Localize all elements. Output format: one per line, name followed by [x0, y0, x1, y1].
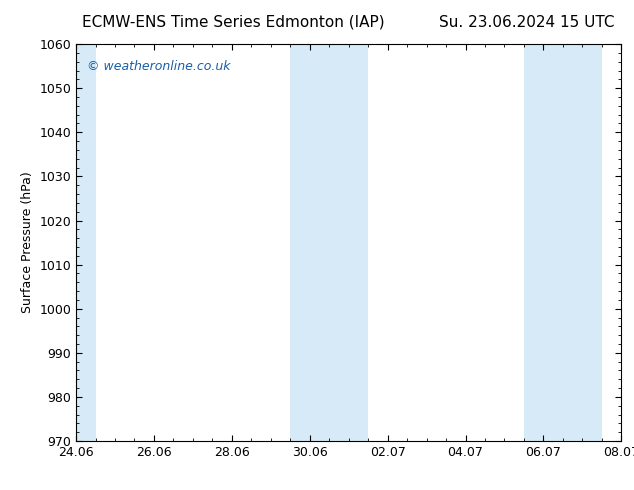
Bar	[76, 44, 96, 441]
Text: Su. 23.06.2024 15 UTC: Su. 23.06.2024 15 UTC	[439, 15, 615, 29]
Y-axis label: Surface Pressure (hPa): Surface Pressure (hPa)	[21, 172, 34, 314]
Bar	[524, 44, 602, 441]
Text: ECMW-ENS Time Series Edmonton (IAP): ECMW-ENS Time Series Edmonton (IAP)	[82, 15, 385, 29]
Text: © weatheronline.co.uk: © weatheronline.co.uk	[87, 60, 231, 73]
Bar	[290, 44, 368, 441]
